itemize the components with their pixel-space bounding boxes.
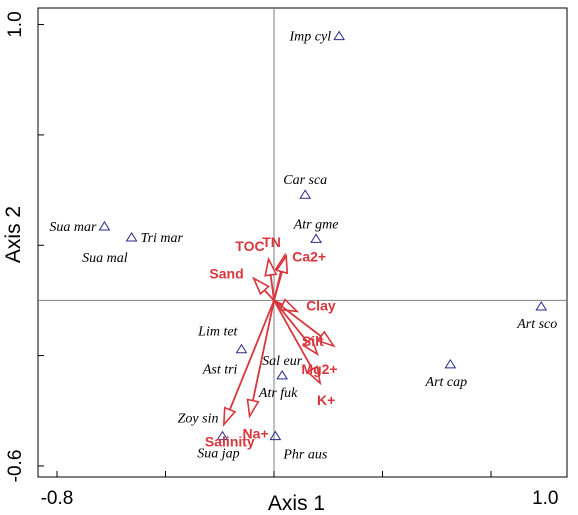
species-marker xyxy=(98,221,111,231)
env-arrow-head xyxy=(316,330,336,348)
env-arrow-shaft xyxy=(252,300,275,401)
env-arrow-head xyxy=(246,398,260,419)
env-arrow-head xyxy=(252,276,270,296)
species-label: Tri mar xyxy=(141,231,184,246)
env-label: Salinity xyxy=(205,434,255,450)
species-marker xyxy=(444,358,457,369)
x-tick-label: -0.8 xyxy=(41,488,74,509)
y-tick-label: 1.0 xyxy=(5,11,26,37)
env-label: Na+ xyxy=(243,425,269,441)
species-label: Atr gme xyxy=(293,217,339,232)
x-tick-label: 1.0 xyxy=(532,488,558,509)
env-arrow-shaft xyxy=(273,271,283,301)
species-marker xyxy=(299,189,312,199)
env-arrow-shaft xyxy=(273,299,309,343)
env-arrow-head xyxy=(306,365,322,386)
species-label: Art cap xyxy=(425,375,468,390)
species-marker xyxy=(216,430,229,441)
species-label: Car sca xyxy=(283,173,327,188)
env-label: K+ xyxy=(317,392,335,408)
species-label: Atr fuk xyxy=(258,386,298,401)
env-arrow-shaft xyxy=(263,289,275,302)
env-label: Sand xyxy=(209,265,243,281)
species-marker xyxy=(535,301,548,311)
env-arrow-shaft xyxy=(273,299,314,370)
plot-frame-layer xyxy=(37,7,568,478)
env-arrow-head xyxy=(301,336,319,357)
env-label: Ca2+ xyxy=(292,248,326,264)
env-arrow-head xyxy=(222,406,237,427)
env-arrow-shaft xyxy=(273,299,322,337)
species-label: Lim tet xyxy=(197,325,238,340)
env-label: Silt xyxy=(302,333,324,349)
env-arrow-head xyxy=(279,298,300,313)
species-label: Art sco xyxy=(516,317,557,332)
species-label: Ast tri xyxy=(202,363,238,378)
env-arrow-head xyxy=(264,256,278,277)
env-label: Clay xyxy=(306,297,336,313)
species-marker xyxy=(310,233,322,243)
species-marker xyxy=(269,430,282,441)
species-marker xyxy=(333,30,346,41)
species-label: Sua jap xyxy=(197,447,239,462)
env-label: TN xyxy=(262,234,281,250)
species-marker xyxy=(125,232,138,242)
species-label: Phr aus xyxy=(282,448,328,463)
species-label: Sua mal xyxy=(82,251,128,266)
y-axis-title: Axis 2 xyxy=(2,206,25,263)
env-arrows-layer xyxy=(222,252,336,427)
axes-layer: -0.8 1.0 1.0 -0.6 Axis 1 Axis 2 xyxy=(2,8,567,515)
env-arrow-head xyxy=(275,253,289,275)
x-axis-title: Axis 1 xyxy=(268,492,325,515)
plot-frame xyxy=(37,7,568,478)
species-label: Zoy sin xyxy=(178,412,219,427)
species-label: Imp cyl xyxy=(289,30,332,45)
species-label: Sua mar xyxy=(49,220,97,235)
species-layer xyxy=(98,30,548,441)
env-label: Mg2+ xyxy=(301,361,337,377)
species-marker xyxy=(235,343,248,354)
env-arrow-shaft xyxy=(228,300,275,411)
species-label: Sal eur xyxy=(262,354,303,369)
env-label: TOC xyxy=(235,238,264,254)
y-tick-label: -0.6 xyxy=(5,450,26,483)
env-arrow-shaft xyxy=(269,274,275,301)
species-marker xyxy=(276,369,289,380)
